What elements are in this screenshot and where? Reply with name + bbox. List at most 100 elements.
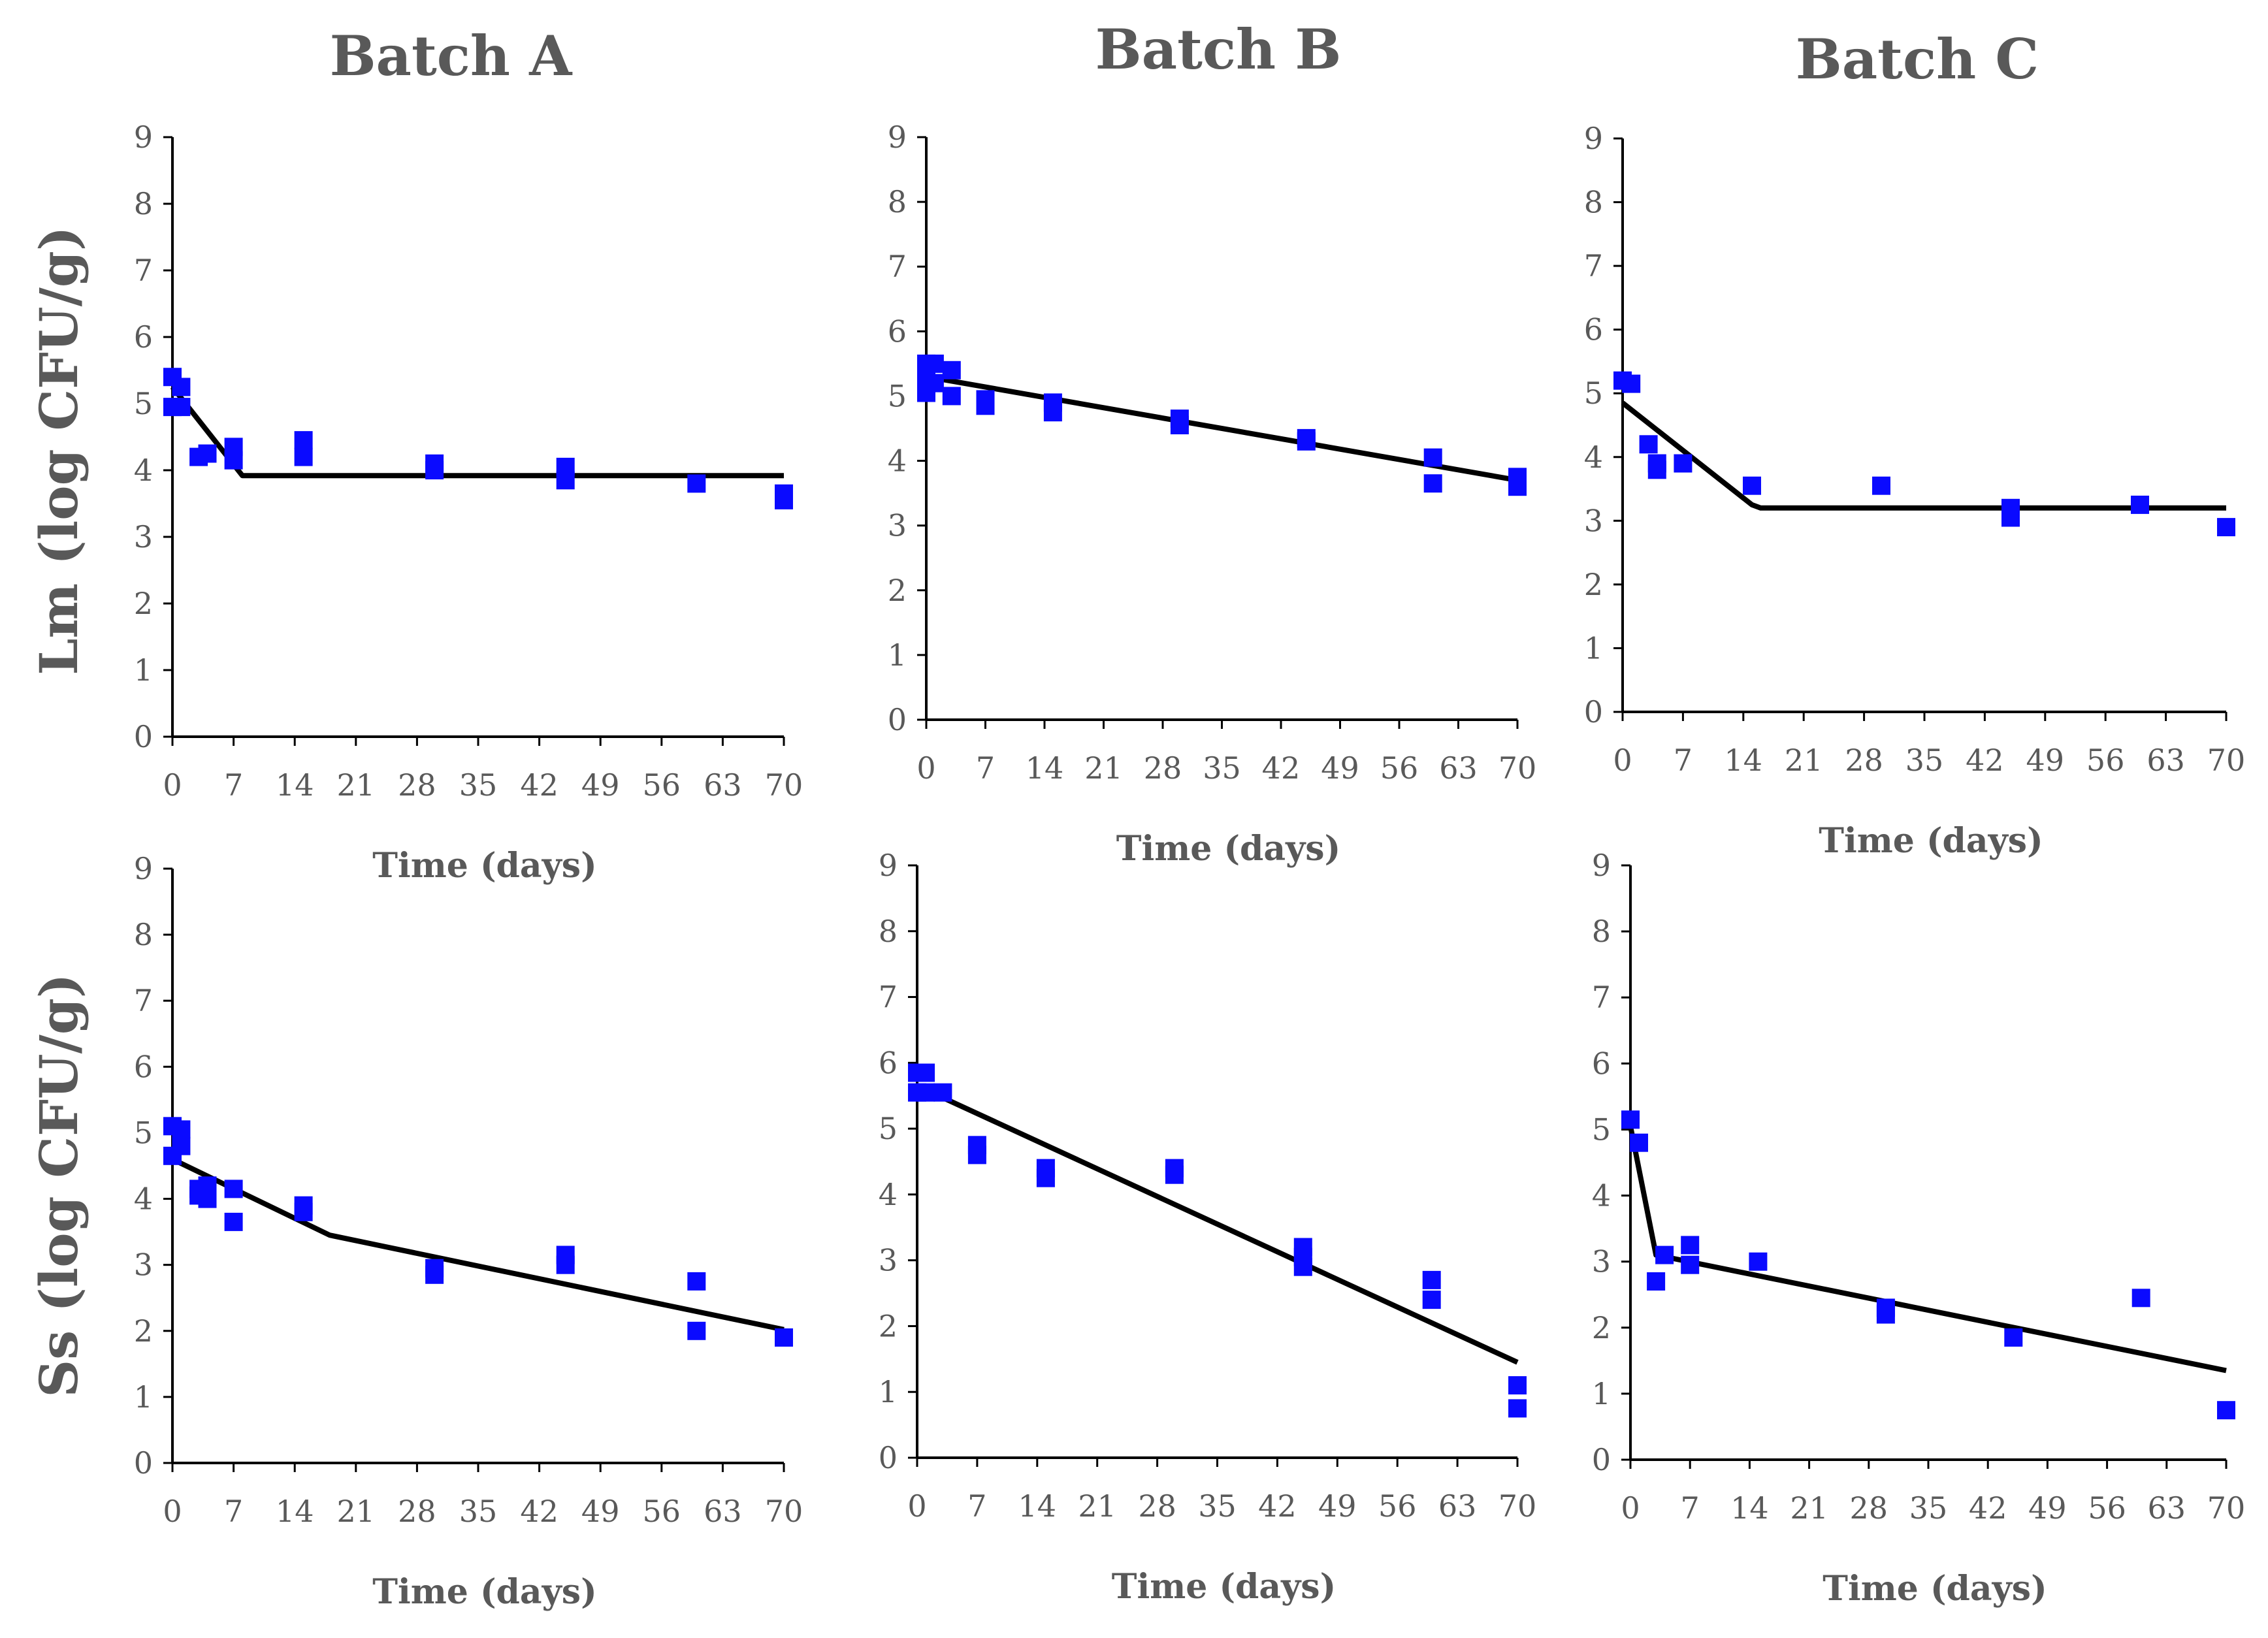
- data-point: [224, 1212, 243, 1231]
- data-point: [1170, 416, 1189, 434]
- x-axis-title: Time (days): [372, 1572, 596, 1612]
- data-point: [1743, 476, 1761, 495]
- y-tick-label: 9: [888, 120, 907, 155]
- data-point: [1621, 1110, 1640, 1129]
- y-tick-label: 8: [134, 917, 153, 952]
- x-tick-label: 7: [1681, 1490, 1700, 1526]
- x-axis-title: Time (days): [1819, 821, 2043, 861]
- data-point: [1674, 454, 1693, 473]
- x-tick-label: 70: [765, 1494, 803, 1529]
- x-tick-label: 35: [1909, 1490, 1948, 1526]
- y-tick-label: 9: [134, 120, 153, 155]
- x-tick-label: 42: [1262, 750, 1301, 786]
- x-tick-label: 49: [1318, 1488, 1357, 1524]
- y-tick-label: 2: [879, 1308, 898, 1343]
- y-tick-label: 0: [134, 719, 153, 754]
- y-tick-label: 9: [134, 851, 153, 886]
- y-tick-label: 1: [1592, 1376, 1611, 1411]
- x-tick-label: 7: [224, 767, 243, 803]
- y-tick-label: 5: [134, 386, 153, 421]
- data-point: [942, 387, 961, 406]
- data-point: [172, 1120, 191, 1139]
- fit-line: [1628, 1125, 2227, 1373]
- y-tick-label: 0: [1592, 1442, 1611, 1477]
- x-tick-label: 28: [1845, 743, 1883, 778]
- y-tick-label: 2: [1584, 567, 1603, 602]
- x-tick-label: 56: [1380, 750, 1419, 786]
- y-tick-label: 5: [879, 1111, 898, 1146]
- y-tick-label: 2: [888, 573, 907, 608]
- data-point: [1423, 474, 1442, 493]
- data-point: [425, 461, 444, 479]
- y-tick-label: 1: [879, 1374, 898, 1409]
- x-tick-label: 42: [1258, 1488, 1297, 1524]
- data-point: [925, 354, 944, 373]
- x-tick-label: 42: [1966, 743, 2004, 778]
- data-point: [1422, 1291, 1441, 1309]
- y-tick-label: 4: [1584, 440, 1603, 475]
- x-axis-title: Time (days): [1116, 829, 1340, 869]
- y-tick-label: 7: [1592, 980, 1611, 1015]
- data-point: [1293, 1257, 1312, 1276]
- data-point: [1647, 1272, 1666, 1291]
- y-tick-label: 9: [1592, 848, 1611, 883]
- y-tick-label: 6: [1584, 312, 1603, 347]
- data-point: [976, 396, 995, 415]
- x-tick-label: 14: [276, 1494, 314, 1529]
- x-tick-label: 21: [337, 1494, 376, 1529]
- data-point: [1876, 1305, 1895, 1324]
- y-tick-label: 3: [1584, 503, 1603, 538]
- data-point: [2131, 1289, 2150, 1308]
- y-tick-label: 8: [879, 914, 898, 949]
- column-title-batch-a: Batch A: [330, 24, 574, 88]
- x-tick-label: 35: [1203, 750, 1241, 786]
- data-point: [775, 1328, 793, 1347]
- data-point: [1749, 1252, 1768, 1271]
- data-point: [1422, 1270, 1441, 1289]
- x-tick-label: 42: [1969, 1490, 2007, 1526]
- x-tick-label: 49: [581, 1494, 620, 1529]
- data-point: [1508, 1399, 1527, 1418]
- x-axis-title: Time (days): [372, 846, 596, 886]
- y-tick-label: 3: [134, 1247, 153, 1283]
- x-tick-label: 21: [1790, 1490, 1828, 1526]
- data-point: [2217, 518, 2235, 537]
- x-tick-label: 49: [2028, 1490, 2067, 1526]
- x-tick-label: 28: [398, 1494, 436, 1529]
- data-point: [224, 1180, 243, 1198]
- data-point: [198, 1189, 217, 1208]
- x-tick-label: 42: [520, 1494, 559, 1529]
- x-tick-label: 0: [1613, 743, 1632, 778]
- data-point: [198, 444, 217, 463]
- x-tick-label: 7: [967, 1488, 986, 1524]
- data-point: [1681, 1255, 1700, 1274]
- data-point: [425, 1265, 444, 1284]
- data-point: [294, 431, 313, 450]
- data-point: [687, 1321, 706, 1340]
- x-tick-label: 49: [581, 767, 620, 803]
- y-tick-label: 0: [134, 1445, 153, 1481]
- y-tick-label: 8: [1592, 914, 1611, 949]
- x-tick-label: 7: [224, 1494, 243, 1529]
- y-tick-label: 5: [134, 1115, 153, 1150]
- data-point: [933, 1083, 952, 1102]
- fit-line: [170, 385, 784, 479]
- x-tick-label: 14: [1026, 750, 1064, 786]
- data-point: [2131, 495, 2149, 514]
- x-tick-label: 56: [643, 1494, 681, 1529]
- data-point: [942, 361, 961, 379]
- y-tick-label: 1: [134, 1379, 153, 1415]
- data-point: [172, 1136, 191, 1155]
- x-tick-label: 21: [337, 767, 376, 803]
- data-point: [1681, 1236, 1700, 1255]
- x-tick-label: 0: [163, 1494, 182, 1529]
- y-tick-label: 2: [134, 1313, 153, 1349]
- column-title-batch-c: Batch C: [1796, 27, 2039, 91]
- x-tick-label: 49: [2026, 743, 2065, 778]
- x-tick-label: 14: [1730, 1490, 1769, 1526]
- x-tick-label: 70: [1498, 750, 1537, 786]
